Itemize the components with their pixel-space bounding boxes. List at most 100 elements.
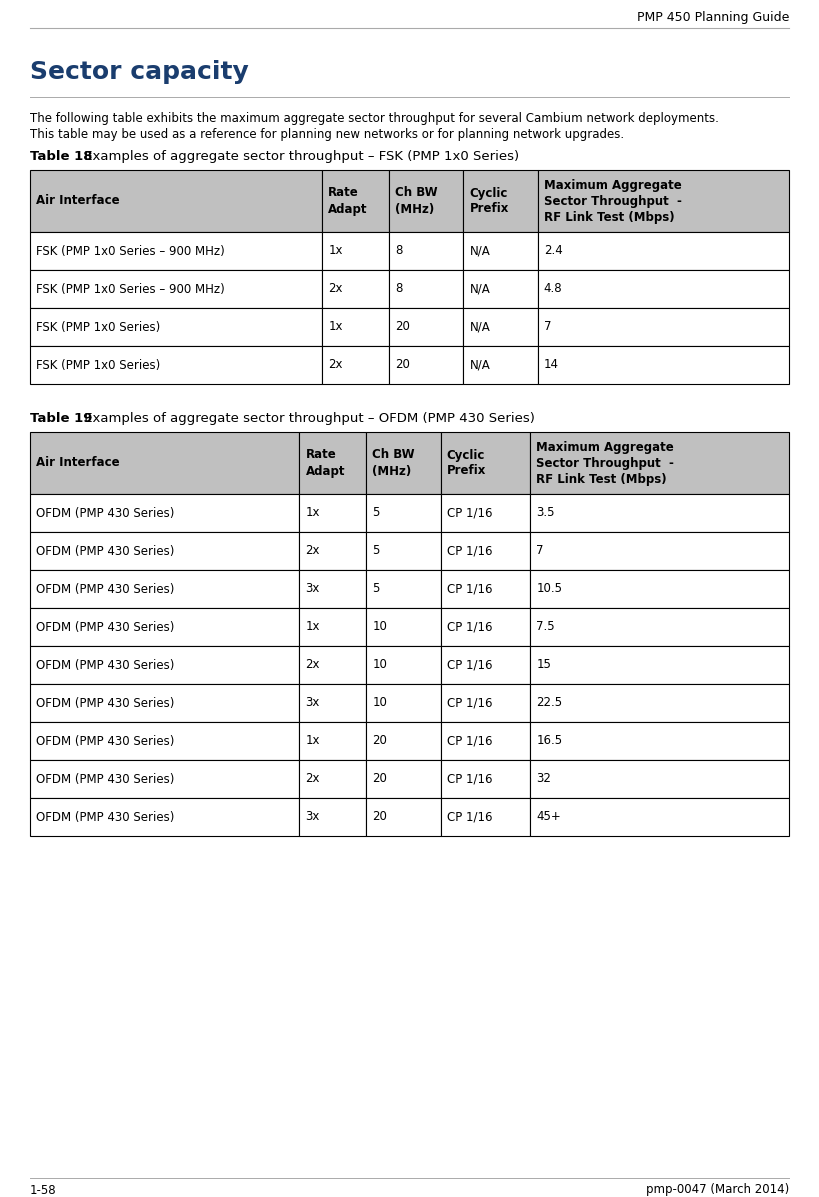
Text: 1x: 1x <box>328 321 342 334</box>
Bar <box>30 531 300 570</box>
Bar <box>300 760 366 798</box>
Bar <box>300 722 366 760</box>
Text: 10: 10 <box>373 658 387 672</box>
Text: 2x: 2x <box>328 358 342 371</box>
Text: 20: 20 <box>395 321 410 334</box>
Text: 16.5: 16.5 <box>536 735 563 747</box>
Text: FSK (PMP 1x0 Series – 900 MHz): FSK (PMP 1x0 Series – 900 MHz) <box>36 244 224 257</box>
Text: Rate
Adapt: Rate Adapt <box>305 449 345 478</box>
Text: CP 1/16: CP 1/16 <box>446 545 492 558</box>
Text: CP 1/16: CP 1/16 <box>446 506 492 519</box>
Text: 3.5: 3.5 <box>536 506 554 519</box>
Bar <box>530 608 789 646</box>
Text: Examples of aggregate sector throughput – FSK (PMP 1x0 Series): Examples of aggregate sector throughput … <box>80 150 519 163</box>
Bar <box>366 646 441 683</box>
Text: CP 1/16: CP 1/16 <box>446 810 492 824</box>
Bar <box>322 232 389 271</box>
Text: 10.5: 10.5 <box>536 583 562 595</box>
Text: CP 1/16: CP 1/16 <box>446 772 492 785</box>
Text: Air Interface: Air Interface <box>36 456 120 469</box>
Text: pmp-0047 (March 2014): pmp-0047 (March 2014) <box>645 1184 789 1197</box>
Bar <box>530 683 789 722</box>
Bar <box>441 646 530 683</box>
Bar <box>366 798 441 836</box>
Text: CP 1/16: CP 1/16 <box>446 620 492 633</box>
Text: Table 18: Table 18 <box>30 150 93 163</box>
Bar <box>366 531 441 570</box>
Bar <box>441 570 530 608</box>
Bar <box>30 608 300 646</box>
Bar <box>530 494 789 531</box>
Text: N/A: N/A <box>469 282 490 296</box>
Text: 10: 10 <box>373 697 387 710</box>
Text: Ch BW
(MHz): Ch BW (MHz) <box>395 187 437 215</box>
Bar <box>389 346 464 384</box>
Text: OFDM (PMP 430 Series): OFDM (PMP 430 Series) <box>36 506 174 519</box>
Text: 2x: 2x <box>328 282 342 296</box>
Bar <box>441 798 530 836</box>
Text: 2x: 2x <box>305 658 320 672</box>
Bar <box>30 683 300 722</box>
Text: 20: 20 <box>373 810 387 824</box>
Text: 20: 20 <box>395 358 410 371</box>
Bar <box>464 232 538 271</box>
Text: 15: 15 <box>536 658 551 672</box>
Bar <box>441 722 530 760</box>
Bar <box>30 232 322 271</box>
Bar <box>441 608 530 646</box>
Bar <box>30 646 300 683</box>
Bar <box>538 308 789 346</box>
Text: 5: 5 <box>373 583 380 595</box>
Text: CP 1/16: CP 1/16 <box>446 735 492 747</box>
Bar <box>366 760 441 798</box>
Bar <box>366 432 441 494</box>
Bar <box>30 271 322 308</box>
Text: CP 1/16: CP 1/16 <box>446 658 492 672</box>
Text: 1-58: 1-58 <box>30 1184 57 1197</box>
Bar <box>366 608 441 646</box>
Text: CP 1/16: CP 1/16 <box>446 697 492 710</box>
Text: 3x: 3x <box>305 583 320 595</box>
Bar <box>30 760 300 798</box>
Bar <box>530 570 789 608</box>
Text: 7: 7 <box>544 321 551 334</box>
Text: 1x: 1x <box>305 506 320 519</box>
Bar <box>530 798 789 836</box>
Bar <box>300 683 366 722</box>
Text: OFDM (PMP 430 Series): OFDM (PMP 430 Series) <box>36 545 174 558</box>
Text: 3x: 3x <box>305 810 320 824</box>
Text: 14: 14 <box>544 358 559 371</box>
Text: Table 19: Table 19 <box>30 412 93 425</box>
Bar <box>441 494 530 531</box>
Bar <box>441 760 530 798</box>
Bar <box>300 646 366 683</box>
Text: FSK (PMP 1x0 Series): FSK (PMP 1x0 Series) <box>36 321 161 334</box>
Bar <box>538 346 789 384</box>
Bar <box>530 646 789 683</box>
Text: 1x: 1x <box>305 735 320 747</box>
Text: Rate
Adapt: Rate Adapt <box>328 187 368 215</box>
Bar <box>538 232 789 271</box>
Text: Ch BW
(MHz): Ch BW (MHz) <box>373 449 415 478</box>
Text: 5: 5 <box>373 506 380 519</box>
Text: 2.4: 2.4 <box>544 244 563 257</box>
Bar <box>300 494 366 531</box>
Text: 10: 10 <box>373 620 387 633</box>
Text: Cyclic
Prefix: Cyclic Prefix <box>469 187 509 215</box>
Text: OFDM (PMP 430 Series): OFDM (PMP 430 Series) <box>36 658 174 672</box>
Bar <box>30 494 300 531</box>
Text: OFDM (PMP 430 Series): OFDM (PMP 430 Series) <box>36 697 174 710</box>
Bar <box>322 170 389 232</box>
Bar <box>464 308 538 346</box>
Bar <box>366 494 441 531</box>
Bar <box>30 308 322 346</box>
Bar <box>538 170 789 232</box>
Text: 22.5: 22.5 <box>536 697 563 710</box>
Text: 2x: 2x <box>305 545 320 558</box>
Bar <box>464 271 538 308</box>
Text: Maximum Aggregate
Sector Throughput  -
RF Link Test (Mbps): Maximum Aggregate Sector Throughput - RF… <box>536 440 674 486</box>
Bar <box>300 608 366 646</box>
Text: Maximum Aggregate
Sector Throughput  -
RF Link Test (Mbps): Maximum Aggregate Sector Throughput - RF… <box>544 178 681 224</box>
Bar <box>366 722 441 760</box>
Bar <box>30 346 322 384</box>
